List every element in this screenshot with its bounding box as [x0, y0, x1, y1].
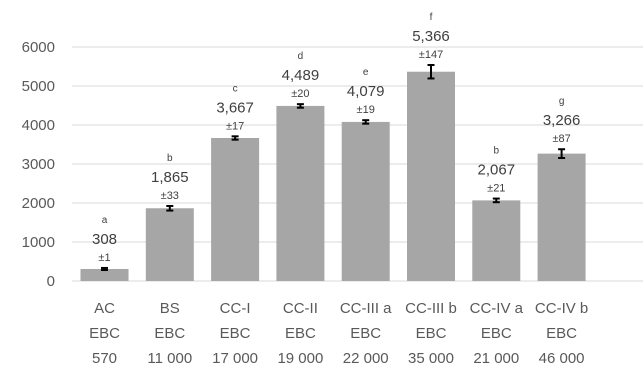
category-label: 11 000 [147, 350, 192, 367]
error-label: ±20 [291, 88, 309, 100]
error-bar [492, 197, 500, 204]
category-label: EBC [285, 325, 316, 342]
error-bars [101, 63, 566, 272]
value-label: 3,266 [543, 112, 581, 129]
value-label: 3,667 [216, 99, 254, 116]
value-label: 4,079 [347, 83, 385, 100]
category-label: CC-IV b [535, 300, 588, 317]
category-label: 570 [92, 350, 117, 367]
category-label: EBC [89, 325, 120, 342]
group-letter: c [233, 83, 238, 94]
group-letter: f [430, 12, 433, 23]
error-bar [166, 204, 174, 212]
category-label: AC [94, 300, 115, 317]
bar [145, 208, 194, 281]
error-label: ±21 [487, 183, 505, 195]
error-bar [427, 63, 435, 80]
category-label: CC-II [283, 300, 318, 317]
bar [472, 200, 521, 281]
value-label: 2,067 [478, 162, 516, 179]
error-bar [362, 119, 370, 125]
value-label: 5,366 [412, 28, 450, 45]
data-labels: ±1 308 a ±33 1,865 b ±17 3,667 c ±20 4,489 d ±19 4,07… [92, 12, 580, 264]
error-label: ±1 [98, 252, 110, 264]
group-letter: g [559, 96, 565, 107]
error-label: ±147 [419, 49, 443, 61]
bar [537, 153, 586, 281]
error-label: ±87 [552, 133, 570, 145]
category-label: 22 000 [343, 350, 389, 367]
group-letter: d [298, 51, 304, 62]
bar [276, 105, 325, 281]
category-label: EBC [546, 325, 577, 342]
error-label: ±33 [161, 190, 179, 202]
bar [407, 71, 455, 281]
value-label: 1,865 [151, 169, 189, 186]
category-label: EBC [481, 325, 512, 342]
category-label: EBC [350, 325, 381, 342]
bars [80, 71, 586, 281]
group-letter: b [494, 146, 500, 157]
error-bar [296, 103, 304, 109]
bar [341, 121, 390, 281]
error-bar [101, 266, 108, 272]
y-tick-label: 5000 [22, 78, 55, 95]
category-label: EBC [220, 325, 251, 342]
group-letter: b [167, 153, 173, 164]
error-bar [231, 135, 239, 141]
category-label: 35 000 [408, 350, 454, 367]
bar [80, 268, 129, 281]
category-label: 17 000 [212, 350, 258, 367]
y-tick-label: 6000 [22, 39, 55, 56]
value-label: 308 [92, 231, 117, 248]
y-axis-ticks: 0 1000 2000 3000 4000 5000 6000 [22, 39, 55, 290]
category-label: CC-III a [340, 300, 392, 317]
y-tick-label: 3000 [22, 156, 55, 173]
category-label: CC-I [220, 300, 251, 317]
category-label: EBC [416, 325, 447, 342]
x-axis-labels: AC EBC 570 BS EBC 11 000 CC-I EBC 17 000 CC-II EBC… [89, 300, 588, 367]
category-label: CC-III b [405, 300, 457, 317]
error-bar [558, 148, 566, 160]
category-label: 21 000 [473, 350, 519, 367]
category-label: 19 000 [277, 350, 323, 367]
category-label: BS [160, 300, 180, 317]
y-tick-label: 0 [47, 273, 55, 290]
y-tick-label: 2000 [22, 195, 55, 212]
group-letter: a [102, 215, 108, 226]
bar [211, 137, 260, 281]
category-label: EBC [154, 325, 185, 342]
y-tick-label: 4000 [22, 117, 55, 134]
value-label: 4,489 [282, 67, 320, 84]
category-label: CC-IV a [470, 300, 524, 317]
y-tick-label: 1000 [22, 234, 55, 251]
group-letter: e [363, 67, 369, 78]
category-label: 46 000 [539, 350, 585, 367]
error-label: ±19 [357, 104, 375, 116]
error-label: ±17 [226, 120, 244, 132]
